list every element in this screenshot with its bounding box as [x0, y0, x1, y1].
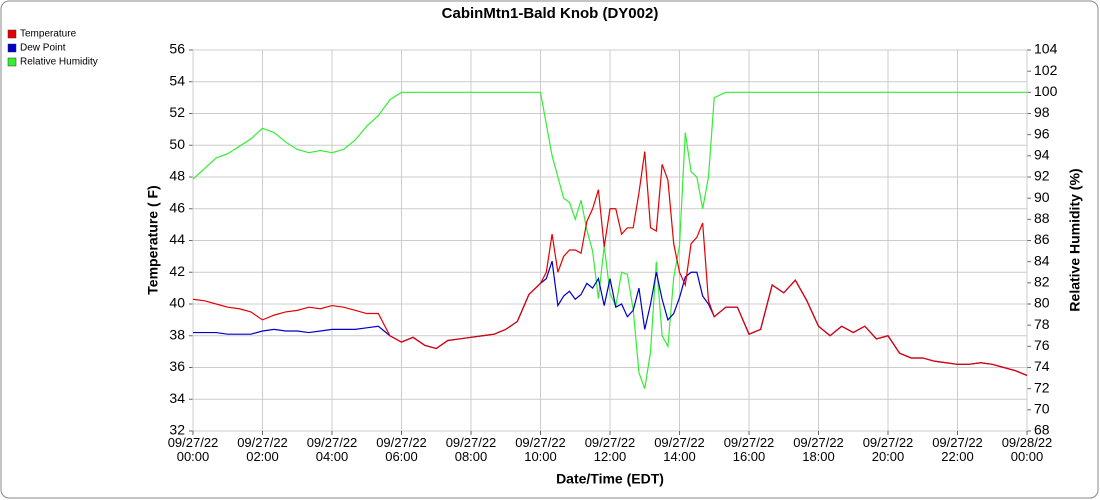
x-axis-title: Date/Time (EDT): [556, 471, 664, 487]
y2-tick-label: 96: [1034, 125, 1050, 141]
y2-tick-label: 98: [1034, 104, 1050, 120]
x-tick-label: 09/27/22 08:00: [445, 435, 497, 464]
y2-tick-label: 100: [1034, 83, 1058, 99]
x-tick-label: 09/27/22 10:00: [515, 435, 566, 464]
y2-tick-label: 68: [1034, 422, 1050, 438]
y2-tick-label: 92: [1034, 168, 1050, 184]
y2-tick-label: 88: [1034, 210, 1050, 226]
y2-tick-label: 72: [1034, 379, 1050, 395]
y2-tick-label: 104: [1034, 41, 1058, 57]
x-tick-label: 09/27/22 14:00: [654, 435, 705, 464]
y-tick-label: 38: [169, 326, 185, 342]
x-tick-label: 09/28/22 00:00: [1001, 435, 1053, 464]
chart-title: CabinMtn1-Bald Knob (DY002): [442, 5, 659, 22]
y-tick-label: 40: [169, 295, 185, 311]
x-tick-label: 09/27/22 00:00: [167, 435, 219, 464]
legend-label: Temperature: [20, 29, 77, 40]
y2-tick-label: 78: [1034, 316, 1050, 332]
y2-tick-label: 94: [1034, 147, 1050, 163]
y2-tick-label: 90: [1034, 189, 1050, 205]
y-tick-label: 54: [169, 72, 185, 88]
legend-swatch: [7, 43, 17, 53]
y-tick-label: 36: [169, 358, 185, 374]
y2-tick-label: 86: [1034, 231, 1050, 247]
x-tick-label: 09/27/22 02:00: [237, 435, 288, 464]
legend-label: Relative Humidity: [20, 57, 98, 68]
y-tick-label: 32: [169, 422, 185, 438]
y-axis-title: Temperature ( F): [145, 185, 161, 294]
series-line: [192, 151, 1028, 376]
x-tick-label: 09/27/22 12:00: [584, 435, 636, 464]
y-tick-label: 56: [169, 41, 185, 57]
x-tick-label: 09/27/22 16:00: [723, 435, 775, 464]
y-tick-label: 46: [169, 199, 185, 215]
y-tick-label: 48: [169, 168, 185, 184]
y2-tick-label: 102: [1034, 62, 1058, 78]
y2-tick-label: 70: [1034, 401, 1050, 417]
series-line: [192, 91, 1027, 389]
x-tick-label: 09/27/22 20:00: [862, 435, 914, 464]
x-tick-label: 09/27/22 18:00: [793, 435, 844, 464]
y-tick-label: 34: [169, 390, 185, 406]
y-tick-label: 44: [169, 231, 185, 247]
y2-tick-label: 76: [1034, 337, 1050, 353]
y-tick-label: 42: [169, 263, 185, 279]
x-tick-label: 09/27/22 04:00: [306, 435, 358, 464]
y2-tick-label: 82: [1034, 274, 1050, 290]
y2-tick-label: 80: [1034, 295, 1050, 311]
y2-tick-label: 84: [1034, 252, 1050, 268]
y2-tick-label: 74: [1034, 358, 1050, 374]
y-tick-label: 52: [169, 104, 185, 120]
y-tick-label: 50: [169, 136, 185, 152]
legend-swatch: [7, 29, 17, 39]
x-tick-label: 09/27/22 22:00: [932, 435, 983, 464]
legend-swatch: [7, 57, 17, 67]
x-tick-label: 09/27/22 06:00: [376, 435, 427, 464]
y2-axis-title: Relative Humidity (%): [1067, 168, 1083, 311]
legend-label: Dew Point: [20, 43, 66, 54]
